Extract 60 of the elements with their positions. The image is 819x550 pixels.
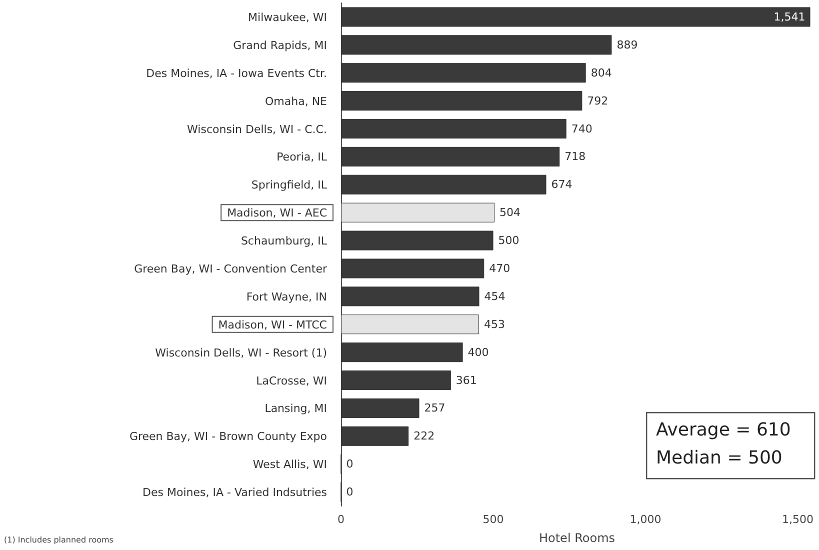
data-label: 0 [346,458,354,471]
bar [341,63,586,83]
y-tick-label: LaCrosse, WI [256,374,327,388]
y-tick-label: Madison, WI - AEC [227,206,328,220]
data-label: 718 [564,150,586,164]
y-tick-label: Fort Wayne, IN [246,290,327,304]
data-label: 0 [346,486,354,499]
y-tick-label: Grand Rapids, MI [233,38,327,52]
y-tick-label: Wisconsin Dells, WI - Resort (1) [155,346,327,360]
y-tick-label: West Allis, WI [252,458,327,472]
data-label: 400 [468,346,489,359]
y-tick-label: Madison, WI - MTCC [218,318,328,332]
y-tick-label: Peoria, IL [276,150,328,164]
bar [341,258,484,278]
data-label: 454 [484,290,506,303]
annotation: Average = 610 [656,420,791,440]
x-tick-label: 0 [338,513,344,526]
data-label: 361 [456,374,477,387]
y-tick-label: Des Moines, IA - Iowa Events Ctr. [146,66,327,80]
data-label: 222 [414,430,435,443]
bar [341,35,612,55]
y-tick-label: Springfield, IL [251,178,328,192]
bar [341,314,479,334]
data-label: 470 [489,262,510,275]
data-label: 504 [499,206,520,220]
bar [341,426,409,446]
data-label: 889 [616,38,638,52]
text: (1) Includes planned rooms [4,536,114,544]
x-axis-title: Hotel Rooms [538,531,616,545]
x-tick-label: 500 [482,513,504,526]
x-tick-label: 1,500 [782,513,814,526]
y-tick-label: Lansing, MI [264,402,327,416]
bar [341,398,420,418]
y-tick-label: Green Bay, WI - Brown County Expo [129,430,328,444]
bar [341,230,494,250]
bar [341,118,566,139]
data-label: 674 [551,178,572,192]
data-label: 453 [484,318,505,331]
bar [341,286,480,306]
y-tick-label: Schaumburg, IL [240,234,328,248]
bar [341,146,560,166]
y-tick-label: Omaha, NE [265,94,328,108]
bar [341,342,463,362]
bar [341,7,810,27]
data-label: 257 [424,402,446,415]
bar [341,91,582,111]
data-label: 792 [587,94,608,108]
data-label: 1,541 [774,10,806,24]
data-label: 500 [498,234,520,248]
data-label: 804 [590,66,612,80]
bar [341,174,546,194]
y-tick-label: Milwaukee, WI [248,10,327,24]
x-tick-label: 1,000 [630,513,662,526]
y-tick-label: Des Moines, IA - Varied Indsutries [142,486,328,500]
data-label: 740 [571,122,592,136]
annotation: Median = 500 [656,448,782,468]
y-tick-label: Wisconsin Dells, WI - C.C. [187,122,327,136]
bar [341,370,451,390]
bar [341,202,494,222]
y-tick-label: Green Bay, WI - Convention Center [134,262,328,276]
